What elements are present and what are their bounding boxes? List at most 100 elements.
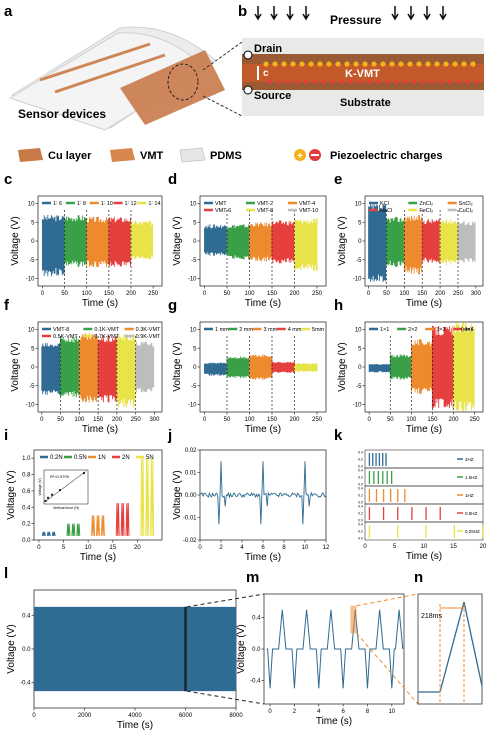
signal-series [108, 216, 131, 267]
frequency-label: 0.5HZ [465, 511, 478, 516]
x-tick-label: 0 [41, 291, 45, 297]
positive-charge [326, 61, 332, 67]
panel-letter: d [168, 171, 177, 188]
y-tick-label: -10 [188, 403, 197, 409]
dense-signal [34, 606, 236, 692]
y-tick-label: 1.0 [22, 456, 31, 462]
y-tick-label: -10 [26, 403, 35, 409]
legend-label: 2N [122, 455, 130, 461]
y-tick-label: 0.4 [358, 451, 363, 455]
x-tick-label: 0 [37, 545, 41, 551]
negative-charge [330, 79, 336, 85]
y-tick-label: 0.0 [252, 647, 261, 653]
x-tick-label: 5 [393, 544, 397, 550]
response-time-label: 218ms [421, 613, 443, 620]
signal-series [410, 339, 433, 394]
x-axis-label: Time (s) [245, 298, 281, 309]
x-tick-label: 8 [282, 545, 286, 551]
legend-label: 0.7K-VMT [94, 334, 119, 340]
x-tick-label: 150 [417, 291, 428, 297]
pressure-arrows [254, 6, 447, 21]
vmt-swatch [110, 148, 135, 162]
legend-label: 0.9K-VMT [136, 334, 161, 340]
panel-letter: i [4, 427, 8, 444]
x-tick-label: 100 [74, 417, 85, 423]
legend-label: 1∶ 10 [101, 201, 113, 207]
x-axis-label: Time (s) [80, 552, 116, 563]
chart-f: f 0 50 100 150 200 250 300 -10 -5 0 5 10 Time (s) Volt… [4, 297, 163, 435]
positive-charge-icon [294, 149, 306, 161]
zoom-connector [356, 593, 419, 705]
x-tick-label: 250 [312, 291, 323, 297]
y-axis-label: Voltage (V) [172, 342, 183, 391]
chart-i: i 0 5 10 15 20 0.0 0.2 0.4 0.6 0.8 1.0 Time (s) Volta… [4, 427, 163, 563]
positive-charge [308, 61, 314, 67]
signal-series [41, 215, 65, 277]
x-tick-label: 12 [323, 545, 330, 551]
x-tick-label: 150 [93, 417, 104, 423]
panel-b-letter: b [238, 3, 247, 20]
y-tick-label: 0.2 [358, 530, 363, 534]
positive-charge [389, 61, 395, 67]
y-tick-label: -0.01 [183, 516, 197, 522]
y-axis-label: Voltage (V) [6, 624, 17, 673]
x-tick-label: 0 [40, 417, 44, 423]
x-tick-label: 20 [134, 545, 141, 551]
x-tick-label: 5 [62, 545, 66, 551]
signal-series [421, 218, 440, 264]
frequency-label: 1HZ [465, 493, 474, 498]
force-peak [145, 458, 150, 536]
chart-c: c 0 50 100 150 200 250 -10 -5 0 5 10 Time (s) Voltage… [4, 171, 163, 309]
y-tick-label: 0.4 [252, 616, 261, 622]
positive-charge [299, 61, 305, 67]
x-tick-label: 0 [32, 713, 36, 719]
legend-label: 5N [146, 455, 154, 461]
y-tick-label: 5 [358, 346, 362, 352]
legend-label: 0.5K-VMT [53, 334, 78, 340]
source-label: Source [254, 90, 291, 102]
sensor-devices-label: Sensor devices [18, 107, 106, 121]
x-tick-label: 0 [203, 417, 207, 423]
panel-letter: j [167, 427, 172, 444]
y-tick-label: 5 [358, 220, 362, 226]
zoom-lines [202, 41, 243, 117]
pressure-arrow [423, 6, 431, 21]
x-tick-label: 100 [244, 417, 255, 423]
x-tick-label: 200 [289, 417, 300, 423]
y-tick-label: 0.0 [358, 519, 363, 523]
x-tick-label: 6000 [179, 713, 193, 719]
signal-series [439, 218, 458, 266]
positive-charge [371, 61, 377, 67]
y-tick-label: 0 [31, 365, 35, 371]
y-tick-label: -0.02 [183, 538, 197, 544]
legend-label: NaCl [380, 208, 392, 214]
x-tick-label: 100 [406, 417, 417, 423]
y-axis-label: Voltage (V) [172, 216, 183, 265]
force-peak [125, 503, 130, 536]
voltage-trace [199, 461, 327, 525]
panel-letter: e [334, 171, 342, 188]
x-axis-label: Time (s) [406, 424, 442, 435]
negative-charge [447, 79, 453, 85]
signal-series [226, 224, 250, 260]
legend-label: ZnCl₂ [419, 201, 433, 207]
piezo-charges [263, 61, 480, 85]
x-tick-label: 20 [480, 544, 487, 550]
panel-letter: c [4, 171, 12, 188]
x-tick-label: 250 [453, 291, 464, 297]
cu-strip-1 [39, 42, 151, 82]
y-tick-label: 0 [31, 239, 35, 245]
pdms-label: PDMS [210, 150, 242, 162]
y-tick-label: 10 [190, 328, 197, 334]
pressure-arrow [254, 6, 262, 21]
negative-charge [393, 79, 399, 85]
c-axis-label: c [263, 68, 269, 79]
y-tick-label: -5 [356, 384, 362, 390]
source-electrode [242, 82, 484, 90]
positive-charge [335, 61, 341, 67]
y-tick-label: 0.4 [22, 505, 31, 511]
pdms-swatch [179, 147, 206, 163]
panel-letter: g [168, 297, 177, 314]
y-tick-label: 0.2 [358, 512, 363, 516]
